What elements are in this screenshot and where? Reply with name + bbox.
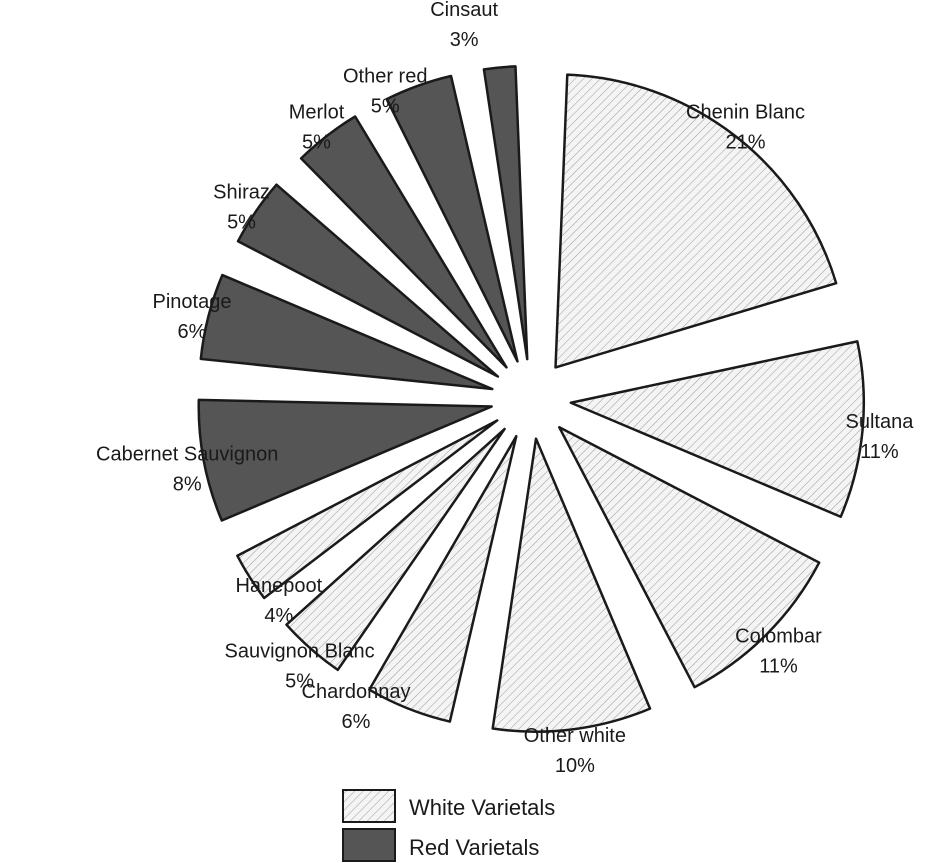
- slice-label-cinsaut: Cinsaut: [430, 0, 498, 21]
- slice-percent-sauvignon-blanc: 5%: [285, 671, 314, 693]
- slice-label-sauvignon-blanc: Sauvignon Blanc: [224, 641, 374, 663]
- slice-cinsaut: [482, 65, 529, 361]
- slice-chardonnay: [368, 434, 518, 723]
- slice-label-chardonnay: Chardonnay: [302, 681, 411, 703]
- slice-pinotage: [199, 273, 494, 391]
- slice-percent-colombar: 11%: [759, 655, 798, 677]
- slice-label-other-white: Other white: [524, 725, 626, 747]
- slice-label-cabernet-sauvignon: Cabernet Sauvignon: [96, 444, 278, 466]
- slice-other-white: [491, 437, 652, 733]
- legend: White Varietals Red Varietals: [342, 789, 555, 862]
- slice-label-shiraz: Shiraz: [213, 181, 270, 203]
- slice-labels: Chenin Blanc 21% Sultana 11% Colombar 11% Othe…: [96, 0, 914, 777]
- slice-chenin-blanc: [554, 73, 838, 369]
- slice-colombar: [558, 426, 821, 689]
- slice-cabernet-sauvignon: [197, 398, 493, 522]
- slice-percent-other-white: 10%: [555, 755, 595, 777]
- slice-percent-chenin-blanc: 21%: [726, 131, 766, 153]
- slice-percent-shiraz: 5%: [227, 211, 256, 233]
- slice-merlot: [299, 115, 508, 369]
- slice-percent-hanepoot: 4%: [264, 605, 293, 627]
- slice-label-colombar: Colombar: [735, 625, 822, 647]
- legend-label-red: Red Varietals: [409, 835, 539, 860]
- slice-label-hanepoot: Hanepoot: [235, 575, 322, 597]
- legend-swatch-red: [342, 828, 396, 862]
- slice-percent-other-red: 5%: [371, 95, 400, 117]
- slice-percent-cinsaut: 3%: [450, 29, 479, 51]
- slice-percent-merlot: 5%: [302, 131, 331, 153]
- slice-shiraz: [236, 183, 500, 378]
- slice-label-pinotage: Pinotage: [153, 291, 232, 313]
- slice-hanepoot: [236, 419, 499, 600]
- slice-percent-chardonnay: 6%: [342, 711, 371, 733]
- slice-sultana: [569, 340, 865, 519]
- slice-sauvignon-blanc: [285, 427, 506, 672]
- slice-label-merlot: Merlot: [289, 101, 345, 123]
- slice-percent-sultana: 11%: [860, 441, 899, 463]
- legend-label-white: White Varietals: [409, 795, 555, 820]
- slice-percent-cabernet-sauvignon: 8%: [173, 474, 202, 496]
- slice-label-chenin-blanc: Chenin Blanc: [686, 101, 805, 123]
- slice-percent-pinotage: 6%: [178, 321, 207, 343]
- pie-slices: [197, 65, 865, 733]
- legend-swatch-white: [342, 789, 396, 823]
- slice-label-sultana: Sultana: [846, 411, 915, 433]
- slice-other-red: [385, 74, 519, 363]
- slice-label-other-red: Other red: [343, 65, 427, 87]
